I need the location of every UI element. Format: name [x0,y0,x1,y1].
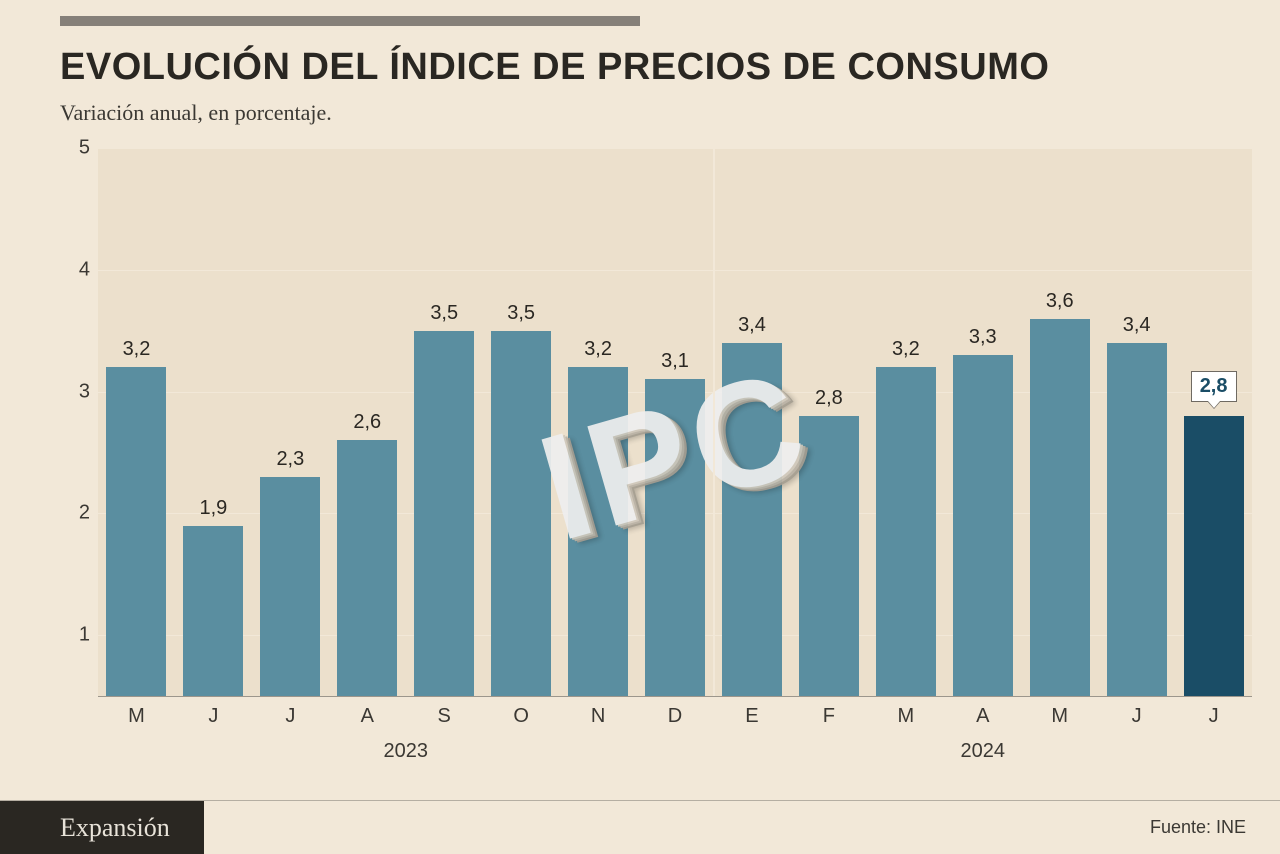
bar-value-label: 2,3 [276,448,304,471]
x-tick-label: J [1175,697,1252,732]
bar-slot: 3,2 [98,148,175,696]
bar [337,440,397,696]
x-axis: MJJASONDEFMAMJJ [98,696,1252,732]
plot-area: 3,2 1,9 2,3 2,6 3,5 3,5 3,2 3,1 3,4 2,8 3,2 3,3 3,6 3… [98,148,1252,696]
bar-slot: 3,2 [560,148,637,696]
bar-slot: 3,4 [714,148,791,696]
bar-value-label: 3,6 [1046,290,1074,313]
x-tick-label: E [714,697,791,732]
year-label: 2023 [98,736,713,766]
bar [1107,343,1167,696]
bar [106,367,166,696]
source-text: Fuente: INE [1150,817,1280,838]
bar-value-label: 3,4 [738,314,766,337]
x-tick-label: M [867,697,944,732]
bar [876,367,936,696]
x-tick-label: J [1098,697,1175,732]
chart-area: 3,2 1,9 2,3 2,6 3,5 3,5 3,2 3,1 3,4 2,8 3,2 3,3 3,6 3… [60,148,1252,766]
bars-container: 3,2 1,9 2,3 2,6 3,5 3,5 3,2 3,1 3,4 2,8 3,2 3,3 3,6 3… [98,148,1252,696]
bar-slot: 2,8 [790,148,867,696]
bar [953,355,1013,696]
brand-logo: Expansión [0,801,204,854]
header-rule [60,16,640,26]
bar-slot: 3,1 [637,148,714,696]
x-tick-label: D [637,697,714,732]
year-divider [713,148,715,766]
bar-slot: 2,3 [252,148,329,696]
x-tick-label: N [560,697,637,732]
bar-value-label: 2,6 [353,411,381,434]
bar [722,343,782,696]
bar-value-label: 2,8 [1191,371,1237,402]
x-tick-label: S [406,697,483,732]
y-tick-label: 4 [60,258,90,281]
bar [645,379,705,696]
bar-value-label: 3,1 [661,350,689,373]
bar-value-label: 2,8 [815,387,843,410]
bar-slot: 3,5 [406,148,483,696]
bar-slot: 3,2 [867,148,944,696]
bar-value-label: 3,2 [584,338,612,361]
y-tick-label: 2 [60,502,90,525]
chart-subtitle: Variación anual, en porcentaje. [60,100,332,126]
bar-value-label: 3,4 [1123,314,1151,337]
x-tick-label: J [175,697,252,732]
bar [183,526,243,696]
footer: Expansión Fuente: INE [0,800,1280,854]
bar-slot: 3,3 [944,148,1021,696]
bar [1030,319,1090,697]
bar-value-label: 3,2 [123,338,151,361]
year-labels: 20232024 [98,736,1252,766]
bar [568,367,628,696]
bar-slot: 3,6 [1021,148,1098,696]
bar-slot: 3,4 [1098,148,1175,696]
x-tick-label: J [252,697,329,732]
bar [1184,416,1244,696]
bar-value-label: 3,2 [892,338,920,361]
year-label: 2024 [713,736,1252,766]
x-tick-label: F [790,697,867,732]
bar-slot: 3,5 [483,148,560,696]
bar [414,331,474,696]
x-tick-label: O [483,697,560,732]
bar [799,416,859,696]
y-tick-label: 1 [60,624,90,647]
x-tick-label: M [98,697,175,732]
x-tick-label: M [1021,697,1098,732]
bar [491,331,551,696]
x-tick-label: A [944,697,1021,732]
bar [260,477,320,696]
bar-slot: 2,6 [329,148,406,696]
bar-value-label: 1,9 [200,497,228,520]
bar-value-label: 3,3 [969,326,997,349]
bar-slot: 2,8 [1175,148,1252,696]
y-tick-label: 5 [60,137,90,160]
y-tick-label: 3 [60,380,90,403]
bar-slot: 1,9 [175,148,252,696]
x-tick-label: A [329,697,406,732]
bar-value-label: 3,5 [507,302,535,325]
bar-value-label: 3,5 [430,302,458,325]
chart-title: EVOLUCIÓN DEL ÍNDICE DE PRECIOS DE CONSU… [60,46,1049,89]
